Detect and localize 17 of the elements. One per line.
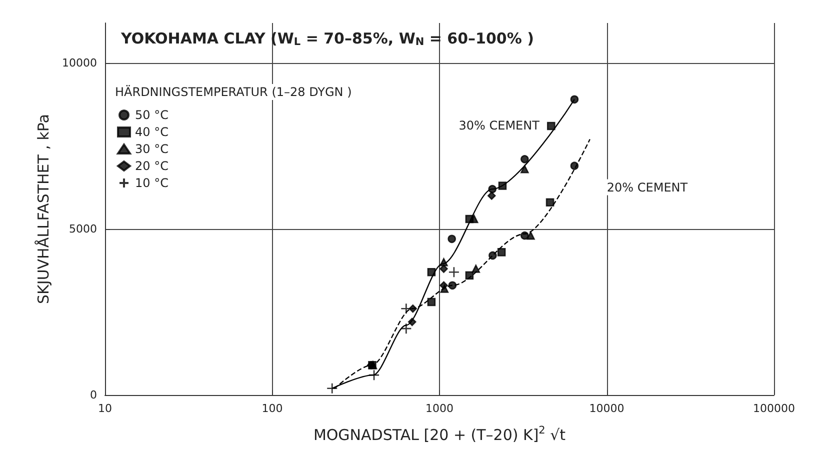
x-tick-label: 10 [98,402,112,415]
legend-label: 40 °C [135,125,168,139]
legend-label: 50 °C [135,108,168,122]
annotation: 20% CEMENT [606,180,688,194]
legend-label: 30 °C [135,142,168,156]
x-tick-label: 1000 [426,402,454,415]
x-tick-label: 10000 [589,402,624,415]
y-tick-label: 10000 [62,56,97,70]
legend-label: 10 °C [135,176,168,190]
x-tick-label: 100000 [753,402,795,415]
legend-label: 20 °C [135,159,168,173]
x-tick-label: 100 [262,402,283,415]
y-tick-label: 5000 [69,222,97,236]
y-tick-label: 0 [90,388,97,402]
annotation: 30% CEMENT [458,118,540,132]
y-axis-title: SKJUVHÅLLFASTHET , kPa [34,114,53,304]
legend-title: HÄRDNINGSTEMPERATUR (1–28 DYGN ) [115,85,352,99]
